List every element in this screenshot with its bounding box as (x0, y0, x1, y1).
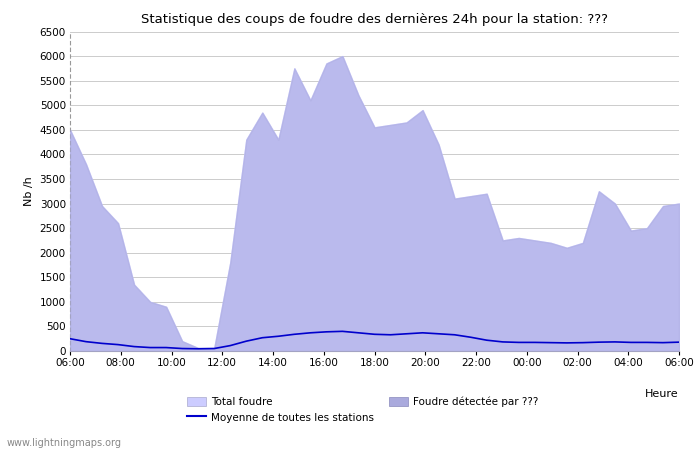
Text: www.lightningmaps.org: www.lightningmaps.org (7, 438, 122, 448)
Title: Statistique des coups de foudre des dernières 24h pour la station: ???: Statistique des coups de foudre des dern… (141, 13, 608, 26)
Legend: Total foudre, Moyenne de toutes les stations, Foudre détectée par ???: Total foudre, Moyenne de toutes les stat… (185, 395, 541, 425)
Y-axis label: Nb /h: Nb /h (24, 176, 34, 206)
Text: Heure: Heure (645, 389, 679, 399)
